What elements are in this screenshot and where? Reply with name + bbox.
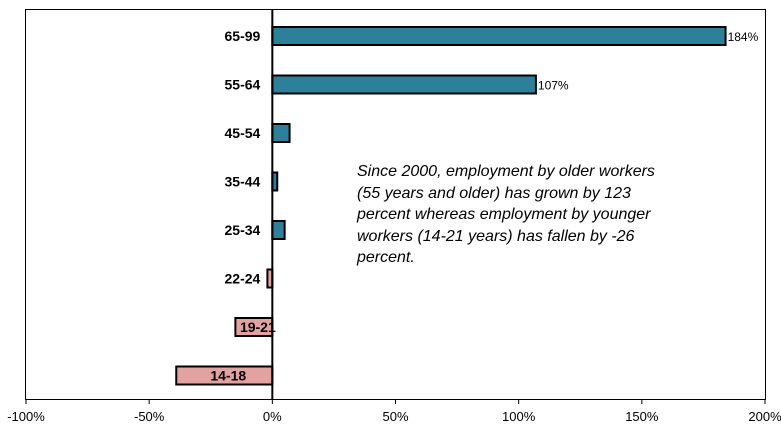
x-axis: -100% -50% 0% 50% 100% 150% 200% (7, 399, 781, 424)
category-label-25-34: 25-34 (225, 222, 261, 238)
category-label-14-18: 14-18 (210, 368, 246, 384)
category-label-45-54: 45-54 (225, 125, 261, 141)
data-label-65-99: 184% (728, 30, 759, 44)
bar-55-64 (271, 74, 537, 95)
x-tick-label: -50% (134, 409, 165, 424)
category-label-19-21: 19-21 (240, 319, 276, 335)
x-tick-label: 200% (748, 409, 781, 424)
category-label-55-64: 55-64 (225, 77, 261, 93)
x-tick-label: 100% (502, 409, 536, 424)
bar-25-34 (271, 220, 286, 240)
category-label-22-24: 22-24 (225, 271, 261, 287)
x-tick-label: 50% (382, 409, 408, 424)
bar-65-99 (271, 26, 727, 46)
x-tick-label: 0% (263, 409, 282, 424)
x-tick-label: -100% (7, 409, 45, 424)
bar-45-54 (271, 123, 291, 143)
chart-annotation: Since 2000, employment by older workers … (357, 163, 655, 266)
x-tick-label: 150% (625, 409, 659, 424)
category-label-35-44: 35-44 (225, 174, 261, 190)
category-label-65-99: 65-99 (225, 28, 261, 44)
data-label-55-64: 107% (538, 79, 569, 93)
